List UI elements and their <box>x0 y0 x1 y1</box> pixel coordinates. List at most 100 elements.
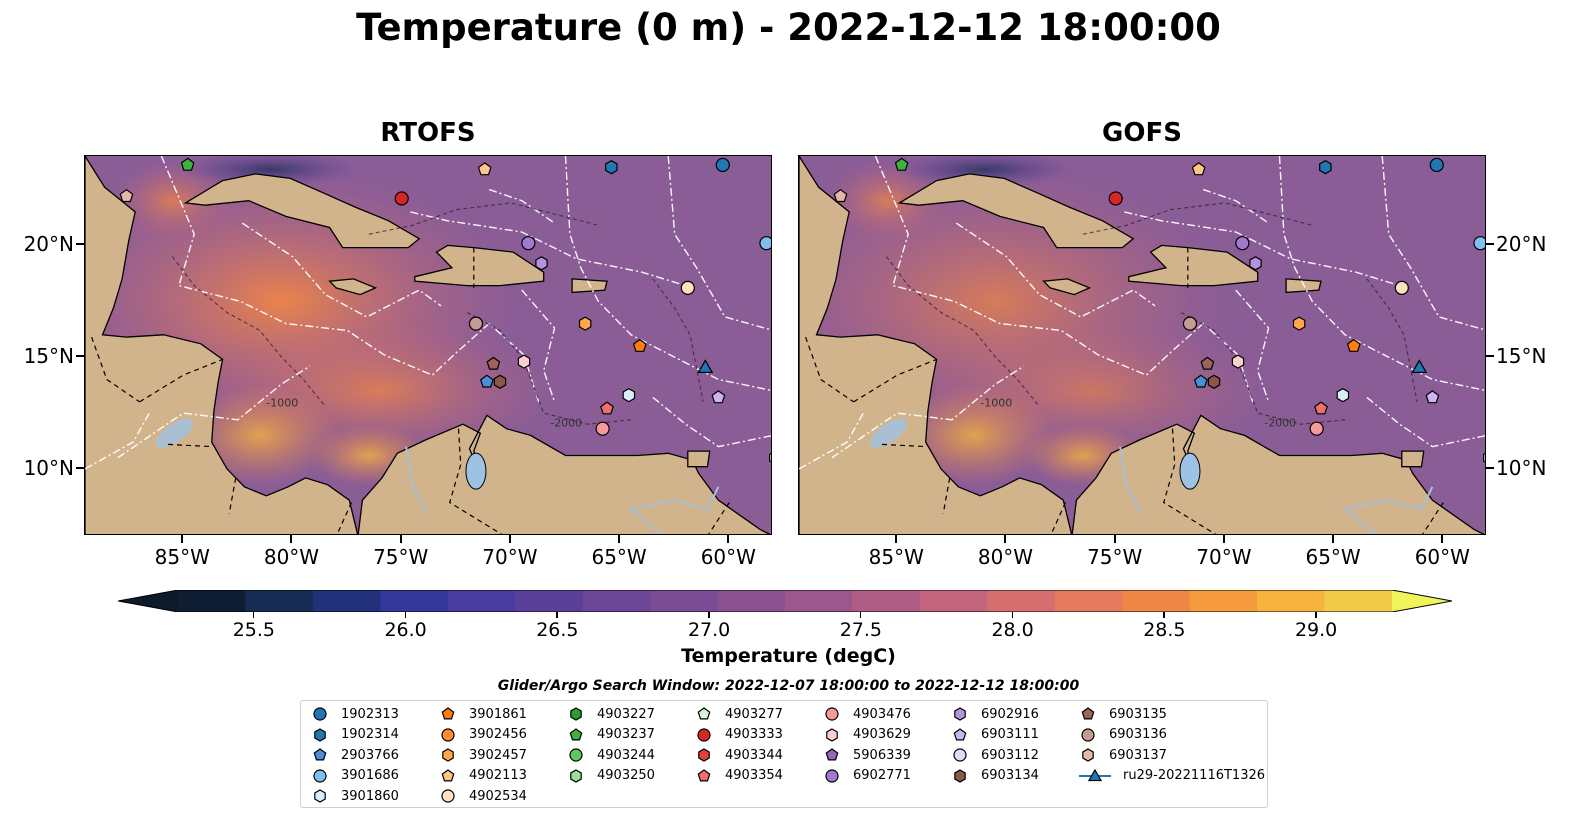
float-marker-4903333[interactable] <box>394 191 409 206</box>
float-marker-6902771[interactable] <box>1235 236 1250 251</box>
legend-marker-icon <box>570 707 582 721</box>
y-tick-label: 15°N <box>23 344 74 369</box>
contour-label: -2000 <box>1264 416 1296 429</box>
legend-item-6903111: 6903111 <box>951 725 1039 745</box>
legend-marker-icon <box>314 789 326 803</box>
map-svg-gofs: -1000 -2000 <box>799 156 1486 534</box>
legend-item-label: 4903244 <box>597 747 655 763</box>
legend-item-label: 6903136 <box>1109 727 1167 742</box>
float-marker-4903250[interactable] <box>768 451 772 464</box>
float-marker-4903629[interactable] <box>1231 354 1245 369</box>
map-panel-gofs[interactable]: -1000 -2000 <box>798 155 1486 535</box>
float-marker-1902314[interactable] <box>1319 160 1332 175</box>
panel-title-rtofs: RTOFS <box>380 118 476 148</box>
x-tick-label: 85°W <box>154 545 210 569</box>
float-marker-3902457[interactable] <box>1292 316 1306 331</box>
float-marker-4903354[interactable] <box>1314 401 1328 415</box>
colorbar-tick-label: 28.0 <box>991 619 1034 641</box>
colorbar-segment <box>852 590 921 612</box>
legend-marker-icon <box>825 707 839 721</box>
legend-item-6903135: 6903135 <box>1079 704 1167 724</box>
float-marker-3901861[interactable] <box>1346 338 1361 352</box>
float-marker-2903766[interactable] <box>479 374 494 388</box>
float-marker-3901686[interactable] <box>759 236 772 251</box>
float-marker-ru29-20221116T1326[interactable] <box>697 359 714 373</box>
legend-marker-icon <box>697 727 711 742</box>
float-marker-3901686[interactable] <box>1473 236 1486 251</box>
float-marker-4903629[interactable] <box>517 354 531 369</box>
float-marker-4903237[interactable] <box>894 157 909 171</box>
float-marker-1902313[interactable] <box>1429 157 1444 173</box>
y-tick-mark <box>1486 466 1494 469</box>
legend-marker-icon <box>698 748 710 762</box>
float-marker-6902916[interactable] <box>1249 256 1262 271</box>
float-marker-4903237[interactable] <box>180 157 195 171</box>
colorbar-segment <box>447 590 516 612</box>
legend: 1902313 1902314 2903766 3901686 3901860 39018… <box>300 700 1268 808</box>
contour-label: -1000 <box>980 396 1012 409</box>
float-marker-3901860[interactable] <box>622 388 636 403</box>
float-marker-2903766[interactable] <box>1193 374 1208 388</box>
float-marker-4902534[interactable] <box>680 280 695 295</box>
legend-item-4903629: 4903629 <box>823 725 911 745</box>
float-marker-6903135[interactable] <box>1200 356 1215 370</box>
float-marker-4902113[interactable] <box>477 162 492 176</box>
float-marker-6902771[interactable] <box>521 236 536 251</box>
float-marker-4903476[interactable] <box>595 421 610 436</box>
legend-marker-icon <box>441 789 455 803</box>
float-marker-6903137[interactable] <box>119 188 134 203</box>
legend-item-label: 4902534 <box>469 788 527 804</box>
legend-item-label: 4903250 <box>597 768 655 783</box>
float-marker-6903111[interactable] <box>711 390 726 404</box>
x-tick-label: 85°W <box>868 545 924 569</box>
float-marker-6903137[interactable] <box>833 188 848 203</box>
float-marker-6903135[interactable] <box>486 356 501 370</box>
legend-marker-icon <box>697 707 711 720</box>
figure-title: Temperature (0 m) - 2022-12-12 18:00:00 <box>356 6 1221 49</box>
float-marker-6903136[interactable] <box>1182 316 1198 331</box>
legend-marker-icon <box>314 727 326 742</box>
colorbar-tick-mark <box>1163 612 1165 618</box>
y-tick-mark <box>76 355 84 358</box>
colorbar-tick-label: 29.0 <box>1294 619 1338 641</box>
legend-item-4903277: 4903277 <box>695 704 783 724</box>
colorbar-tick-label: 28.5 <box>1143 619 1186 641</box>
float-marker-4902534[interactable] <box>1394 280 1409 295</box>
y-tick-label: 20°N <box>1496 232 1547 257</box>
float-marker-1902313[interactable] <box>715 157 730 173</box>
float-marker-3902457[interactable] <box>578 316 592 331</box>
float-marker-6903134[interactable] <box>493 374 507 389</box>
float-marker-6902916[interactable] <box>535 256 548 271</box>
float-marker-6903136[interactable] <box>468 316 484 331</box>
legend-item-4903354: 4903354 <box>695 766 783 786</box>
legend-item-label: 6903137 <box>1109 747 1167 763</box>
float-marker-6903134[interactable] <box>1207 374 1221 389</box>
colorbar-svg <box>117 589 1453 613</box>
legend-item-6903112: 6903112 <box>951 745 1039 765</box>
float-marker-4902113[interactable] <box>1191 162 1206 176</box>
y-tick-label: 20°N <box>23 232 74 257</box>
float-marker-1902314[interactable] <box>605 160 618 175</box>
x-tick-mark <box>399 535 402 543</box>
float-marker-3901861[interactable] <box>632 338 647 352</box>
float-marker-4903250[interactable] <box>1482 451 1486 464</box>
colorbar-segment <box>1122 590 1191 612</box>
float-marker-3901860[interactable] <box>1336 388 1350 403</box>
y-tick-mark <box>76 243 84 246</box>
float-marker-ru29-20221116T1326[interactable] <box>1411 359 1428 373</box>
legend-title: Glider/Argo Search Window: 2022-12-07 18… <box>497 678 1080 694</box>
legend-item-3901686: 3901686 <box>311 766 399 786</box>
x-tick-mark <box>1004 535 1007 543</box>
legend-item-label: 6902771 <box>853 768 911 783</box>
legend-item-6903134: 6903134 <box>951 766 1039 786</box>
legend-item-label: 6903111 <box>981 727 1039 742</box>
float-marker-6903111[interactable] <box>1425 390 1440 404</box>
float-marker-4903476[interactable] <box>1309 421 1324 436</box>
legend-item-label: 6903135 <box>1109 706 1167 722</box>
legend-item-label: 2903766 <box>341 747 399 763</box>
map-panel-rtofs[interactable]: -1000 -2000 <box>84 155 772 535</box>
legend-item-1902313: 1902313 <box>311 704 399 724</box>
colorbar-segment <box>987 590 1056 612</box>
float-marker-4903354[interactable] <box>600 401 614 415</box>
float-marker-4903333[interactable] <box>1108 191 1123 206</box>
